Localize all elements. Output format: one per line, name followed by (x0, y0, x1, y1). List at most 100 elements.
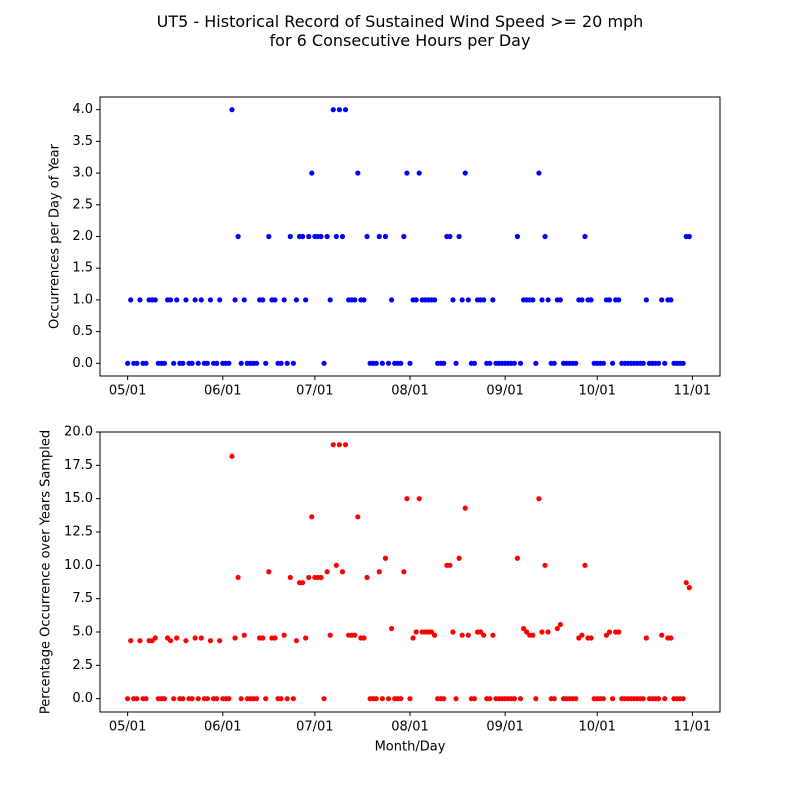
point (192, 635, 198, 641)
point (609, 360, 616, 366)
point (324, 569, 330, 575)
point (490, 297, 496, 303)
point (214, 696, 220, 702)
y-tick-label: 3.0 (72, 166, 93, 181)
point (342, 442, 349, 448)
point (303, 635, 309, 641)
point (539, 629, 545, 635)
point (539, 297, 545, 303)
point (241, 297, 247, 303)
point (161, 360, 168, 366)
point (232, 635, 238, 641)
point (388, 297, 395, 303)
point (441, 696, 447, 702)
point (459, 632, 465, 638)
point (557, 297, 563, 303)
x-tick-label: 05/01 (109, 720, 146, 735)
point (404, 170, 410, 176)
point (333, 562, 339, 568)
x-axis-label: Month/Day (375, 740, 446, 755)
point (407, 696, 413, 702)
point (373, 696, 379, 702)
y-tick-label: 0.0 (72, 691, 93, 706)
point (229, 453, 235, 459)
point (385, 360, 392, 366)
y-tick-label: 15.0 (64, 491, 93, 506)
point (137, 297, 143, 303)
point (299, 233, 306, 240)
y-tick-label: 2.5 (72, 658, 93, 673)
point (382, 555, 389, 561)
point (364, 574, 370, 581)
point (536, 496, 542, 502)
y-tick-label: 1.0 (72, 292, 93, 307)
point (128, 297, 134, 303)
point (284, 360, 290, 366)
point (398, 360, 404, 366)
point (450, 629, 456, 635)
point (447, 562, 453, 568)
point (306, 233, 312, 240)
x-tick-label: 11/01 (674, 384, 711, 399)
point (616, 297, 622, 303)
point (410, 635, 416, 641)
point (284, 696, 290, 702)
point (260, 297, 266, 303)
point (680, 696, 686, 702)
point (379, 696, 385, 702)
point (376, 233, 382, 240)
x-tick-label: 06/01 (204, 384, 241, 399)
point (232, 297, 238, 303)
point (125, 696, 131, 702)
point (128, 638, 134, 644)
point (134, 360, 140, 366)
point (293, 297, 300, 303)
point (204, 360, 211, 366)
point (643, 635, 649, 641)
point (640, 360, 646, 366)
point (551, 360, 557, 366)
point (339, 233, 346, 240)
point (318, 574, 324, 581)
point (416, 496, 422, 502)
point (125, 360, 131, 366)
point (609, 696, 616, 702)
point (530, 297, 536, 303)
point (180, 696, 186, 702)
x-tick-label: 11/01 (674, 720, 711, 735)
point (588, 297, 594, 303)
point (606, 629, 613, 635)
x-tick-label: 07/01 (296, 720, 333, 735)
point (686, 585, 692, 591)
point (226, 360, 232, 366)
point (401, 569, 407, 575)
point (600, 696, 606, 702)
point (407, 360, 413, 366)
point (554, 625, 560, 632)
point (520, 625, 527, 632)
point (183, 638, 189, 644)
x-tick-label: 09/01 (486, 720, 523, 735)
point (174, 635, 180, 641)
y-tick-label: 2.5 (72, 197, 93, 212)
point (557, 621, 563, 628)
point (481, 297, 487, 303)
point (582, 562, 588, 568)
point (431, 632, 438, 638)
point (511, 696, 517, 702)
point (171, 360, 177, 366)
point (447, 233, 453, 240)
point (456, 555, 462, 561)
point (134, 696, 140, 702)
point (336, 107, 343, 113)
point (143, 696, 149, 702)
point (530, 632, 536, 638)
point (266, 233, 272, 240)
point (401, 233, 407, 240)
point (152, 297, 158, 303)
point (321, 696, 327, 702)
point (189, 360, 195, 366)
point (481, 632, 487, 638)
point (361, 635, 367, 641)
point (238, 360, 244, 366)
